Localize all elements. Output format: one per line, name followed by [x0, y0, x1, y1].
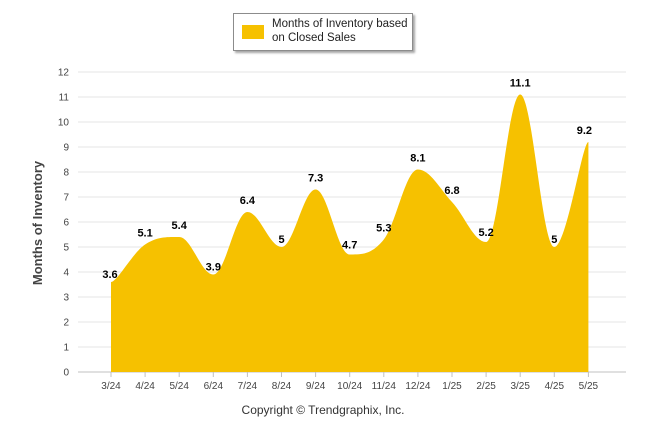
y-tick-label: 10: [58, 118, 70, 129]
x-axis-ticks: 3/24 4/24 5/24 6/24 7/24 8/24 9/24 10/24 11/24 12…: [101, 372, 599, 392]
x-tick-label: 12/24: [405, 381, 430, 392]
x-tick-label: 2/25: [476, 381, 496, 392]
data-label: 3.9: [206, 262, 221, 274]
x-tick-label: 4/24: [135, 381, 155, 392]
legend-label-line-1: Months of Inventory based: [272, 18, 408, 30]
x-tick-label: 5/25: [579, 381, 599, 392]
copyright-text: Copyright © Trendgraphix, Inc.: [241, 403, 405, 417]
x-tick-label: 7/24: [238, 381, 258, 392]
y-tick-label: 7: [63, 193, 69, 204]
area-series-fill: [111, 94, 589, 372]
y-tick-label: 1: [63, 343, 69, 354]
data-label: 11.1: [510, 78, 531, 90]
y-tick-label: 4: [63, 268, 69, 279]
x-tick-label: 11/24: [372, 381, 397, 392]
chart-legend: Months of Inventory based on Closed Sale…: [233, 13, 413, 51]
legend-swatch: [242, 25, 264, 39]
y-tick-label: 3: [63, 293, 69, 304]
data-label: 8.1: [410, 153, 425, 165]
x-tick-label: 10/24: [337, 381, 362, 392]
data-labels: 3.6 5.1 5.4 3.9 6.4 5 7.3 4.7 5.3 8.1 6.8 5.2 11.1 5 9…: [102, 78, 592, 282]
data-label: 6.4: [240, 195, 256, 207]
x-tick-label: 1/25: [442, 381, 462, 392]
data-label: 5: [278, 234, 284, 246]
y-tick-label: 12: [58, 68, 70, 79]
y-tick-label: 6: [63, 218, 69, 229]
data-label: 5.4: [172, 220, 188, 232]
data-label: 6.8: [444, 185, 459, 197]
y-tick-label: 0: [63, 368, 69, 379]
data-label: 5.3: [376, 223, 391, 235]
legend-label-line-2: on Closed Sales: [272, 32, 356, 44]
y-tick-label: 8: [63, 168, 69, 179]
x-tick-label: 3/25: [510, 381, 530, 392]
data-label: 9.2: [577, 125, 592, 137]
data-label: 5.2: [478, 227, 493, 239]
y-tick-label: 9: [63, 143, 69, 154]
y-tick-label: 11: [59, 93, 70, 104]
data-label: 5.1: [137, 228, 152, 240]
y-tick-label: 2: [63, 318, 69, 329]
y-axis-title: Months of Inventory: [30, 160, 45, 285]
data-label: 3.6: [102, 269, 117, 281]
data-label: 4.7: [342, 240, 357, 252]
x-tick-label: 3/24: [101, 381, 121, 392]
x-tick-label: 9/24: [306, 381, 326, 392]
x-tick-label: 4/25: [545, 381, 565, 392]
y-tick-label: 5: [63, 243, 69, 254]
x-tick-label: 5/24: [169, 381, 189, 392]
x-tick-label: 6/24: [204, 381, 224, 392]
x-tick-label: 8/24: [272, 381, 292, 392]
data-label: 7.3: [308, 173, 323, 185]
data-label: 5: [551, 234, 557, 246]
legend-label: Months of Inventory based on Closed Sale…: [272, 17, 408, 45]
